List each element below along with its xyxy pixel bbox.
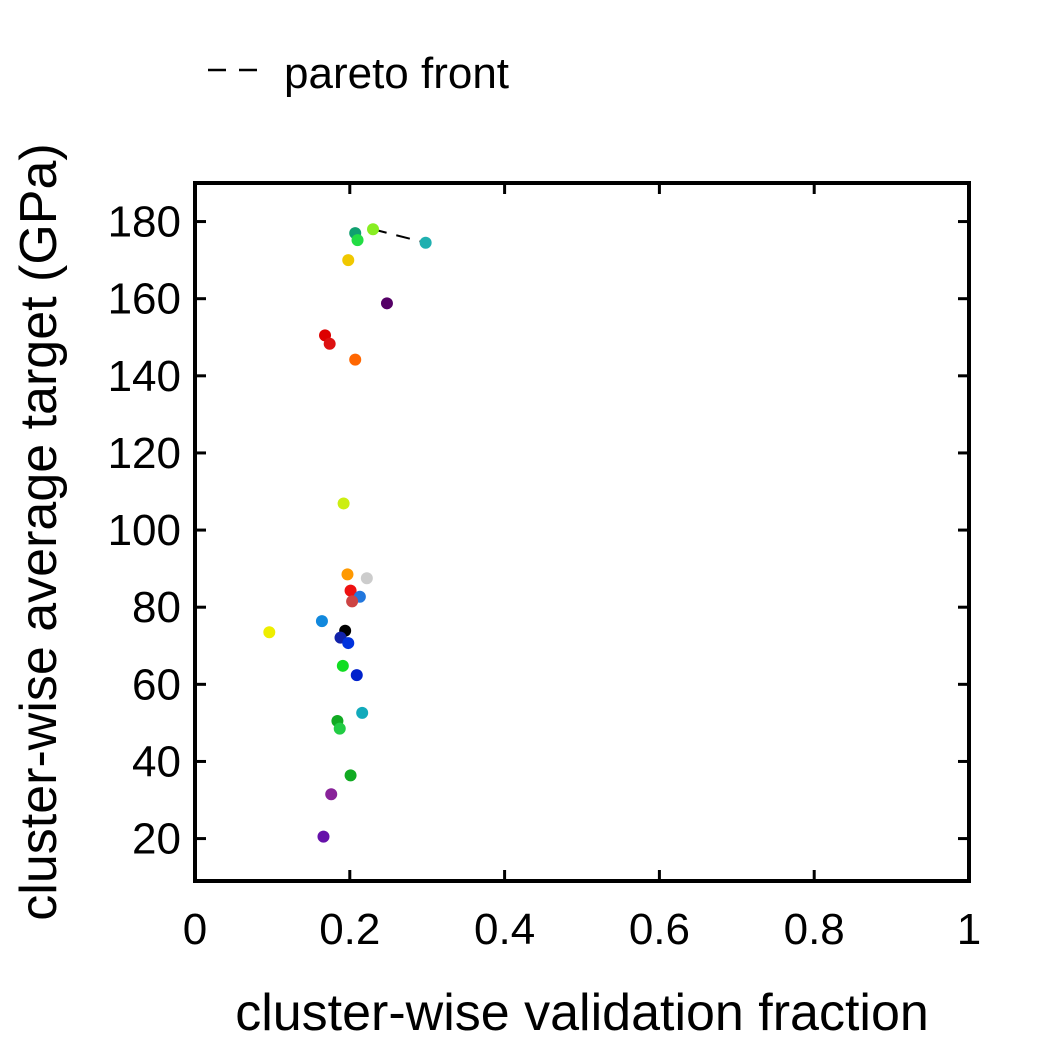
scatter-point — [419, 236, 432, 249]
legend-pareto-label: pareto front — [284, 49, 509, 98]
scatter-point — [344, 584, 357, 597]
x-tick-label: 1 — [957, 905, 981, 954]
x-tick-label: 0.4 — [474, 905, 535, 954]
scatter-point — [350, 669, 363, 682]
y-tick-label: 20 — [132, 815, 181, 864]
scatter-point — [341, 568, 354, 581]
x-tick-label: 0.8 — [784, 905, 845, 954]
scatter-point — [380, 297, 393, 310]
y-tick-label: 120 — [108, 429, 181, 478]
y-tick-label: 180 — [108, 198, 181, 247]
y-tick-label: 40 — [132, 737, 181, 786]
y-tick-label: 80 — [132, 583, 181, 632]
scatter-point — [342, 254, 355, 267]
scatter-point — [342, 637, 355, 650]
pareto-front — [372, 228, 426, 244]
scatter-point — [336, 659, 349, 672]
scatter-point — [367, 223, 380, 236]
x-axis-label: cluster-wise validation fraction — [235, 984, 929, 1042]
x-tick-label: 0.6 — [629, 905, 690, 954]
scatter-point — [315, 615, 328, 628]
scatter-point — [325, 788, 338, 801]
x-tick-label: 0 — [183, 905, 207, 954]
plot-frame — [193, 181, 971, 883]
legend: pareto front — [208, 49, 509, 98]
scatter-point — [351, 234, 364, 247]
scatter-point — [323, 337, 336, 350]
pareto-front-line — [372, 228, 426, 244]
scatter-point — [337, 497, 350, 510]
scatter-point — [360, 572, 373, 585]
axis-ticks — [193, 183, 971, 881]
scatter-point — [317, 830, 330, 843]
y-tick-label: 60 — [132, 660, 181, 709]
scatter-point — [333, 722, 346, 735]
scatter-point — [263, 626, 276, 639]
y-tick-label: 140 — [108, 352, 181, 401]
scatter-point — [344, 769, 357, 782]
y-tick-label: 100 — [108, 506, 181, 555]
scatter-point — [356, 706, 369, 719]
data-points — [263, 223, 432, 843]
scatter-point — [349, 353, 362, 366]
y-tick-label: 160 — [108, 275, 181, 324]
x-tick-label: 0.2 — [319, 905, 380, 954]
scatter-point — [346, 595, 359, 608]
y-axis-label: cluster-wise average target (GPa) — [10, 143, 68, 920]
